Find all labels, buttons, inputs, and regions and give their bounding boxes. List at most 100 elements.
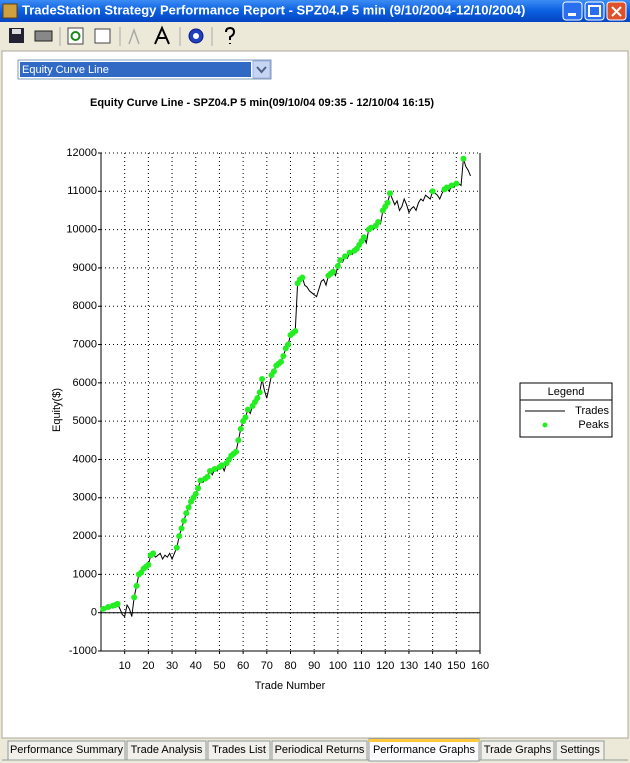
save-glyph — [12, 29, 21, 34]
peak-marker — [292, 328, 299, 335]
peak-marker — [346, 249, 353, 256]
refresh-button[interactable] — [67, 27, 84, 45]
y-axis-label: Equity($) — [51, 388, 63, 432]
y-tick-label: 8000 — [73, 300, 97, 312]
peak-marker — [197, 477, 204, 484]
peak-marker — [100, 605, 107, 612]
peak-marker — [131, 594, 138, 601]
x-tick-label: 90 — [308, 660, 320, 672]
y-tick-label: 11000 — [67, 185, 97, 197]
x-tick-label: 50 — [213, 660, 225, 672]
legend-label: Trades — [575, 405, 609, 417]
peak-marker — [270, 368, 277, 375]
y-tick-label: -1000 — [69, 645, 97, 657]
tab-label: Trade Analysis — [131, 744, 203, 756]
chart-title: Equity Curve Line - SPZ04.P 5 min(09/10/… — [90, 97, 434, 109]
dropdown-arrow — [256, 66, 267, 74]
peak-marker — [235, 437, 242, 444]
legend-label: Peaks — [578, 419, 609, 431]
help-button[interactable] — [225, 26, 236, 44]
legend-title: Legend — [548, 386, 585, 398]
peak-marker — [218, 462, 225, 469]
tab-label: Performance Summary — [10, 744, 124, 756]
window-title: TradeStation Strategy Performance Report… — [22, 2, 525, 17]
tab-active-highlight — [369, 739, 479, 742]
toolbar — [9, 25, 236, 46]
x-tick-label: 110 — [353, 660, 371, 672]
peak-marker — [206, 467, 213, 474]
x-tick-label: 80 — [284, 660, 296, 672]
legend: Trades Peaks — [525, 405, 609, 431]
peak-marker — [375, 218, 382, 225]
y-tick-label: 3000 — [73, 492, 97, 504]
peak-marker — [299, 274, 306, 281]
peak-marker — [254, 395, 261, 402]
minimize-glyph — [568, 13, 576, 16]
peak-marker — [150, 550, 157, 557]
peak-marker — [105, 603, 112, 610]
peak-marker — [285, 341, 292, 348]
y-tick-label: 9000 — [73, 262, 97, 274]
tab[interactable] — [207, 740, 271, 761]
tab[interactable] — [555, 740, 605, 761]
peak-marker — [145, 561, 152, 568]
y-tick-label: 4000 — [73, 453, 97, 465]
peak-marker — [192, 490, 199, 497]
y-tick-label: 1000 — [73, 568, 97, 580]
peak-marker — [429, 188, 436, 195]
peak-marker — [233, 448, 240, 455]
tab-label: Trades List — [212, 744, 266, 756]
x-tick-label: 20 — [142, 660, 154, 672]
maximize-glyph — [588, 5, 601, 17]
peak-marker — [360, 234, 367, 241]
tab-strip: Performance Summary Trade Analysis Trades … — [7, 738, 605, 762]
peak-marker — [386, 190, 393, 197]
peak-marker — [185, 504, 192, 511]
title-bar — [0, 0, 630, 22]
x-tick-label: 140 — [423, 660, 441, 672]
font-smaller-button[interactable] — [128, 27, 140, 45]
x-tick-label: 150 — [447, 660, 465, 672]
dropdown-button[interactable] — [252, 60, 271, 79]
peak-marker — [242, 414, 249, 421]
y-tick-label: 0 — [91, 607, 97, 619]
peak-marker — [173, 544, 180, 551]
x-tick-label: 10 — [119, 660, 131, 672]
x-tick-label: 40 — [190, 660, 202, 672]
peak-marker — [280, 353, 287, 360]
tab-label: Performance Graphs — [373, 744, 476, 756]
maximize-button[interactable] — [584, 1, 605, 21]
x-tick-label: 130 — [400, 660, 418, 672]
peak-marker — [195, 485, 202, 492]
font-larger-button[interactable] — [154, 25, 170, 45]
x-tick-label: 60 — [237, 660, 249, 672]
chart-selector-selection — [20, 62, 251, 77]
tab[interactable] — [271, 740, 368, 761]
peak-marker — [384, 199, 391, 206]
peak-marker — [460, 155, 467, 162]
x-tick-label: 70 — [261, 660, 273, 672]
peak-marker — [443, 184, 450, 191]
tab[interactable] — [7, 740, 126, 761]
peak-marker — [180, 517, 187, 524]
y-tick-label: 2000 — [73, 530, 97, 542]
minimize-button[interactable] — [562, 1, 583, 21]
tab-label: Trade Graphs — [484, 744, 552, 756]
legend-box — [519, 382, 613, 438]
x-tick-label: 100 — [329, 660, 347, 672]
tab[interactable] — [480, 740, 555, 761]
refresh-glyph — [70, 31, 81, 41]
peak-marker — [341, 253, 348, 260]
tab[interactable] — [126, 740, 207, 761]
x-axis-label: Trade Number — [255, 680, 326, 692]
properties-button[interactable] — [94, 28, 111, 44]
print-button[interactable] — [34, 30, 53, 42]
peak-marker — [183, 510, 190, 517]
y-tick-label: 12000 — [66, 147, 97, 159]
x-tick-label: 120 — [376, 660, 394, 672]
x-tick-label: 160 — [471, 660, 489, 672]
y-tick-label: 5000 — [73, 415, 97, 427]
target-glyph — [193, 33, 199, 39]
peak-marker — [178, 525, 185, 532]
